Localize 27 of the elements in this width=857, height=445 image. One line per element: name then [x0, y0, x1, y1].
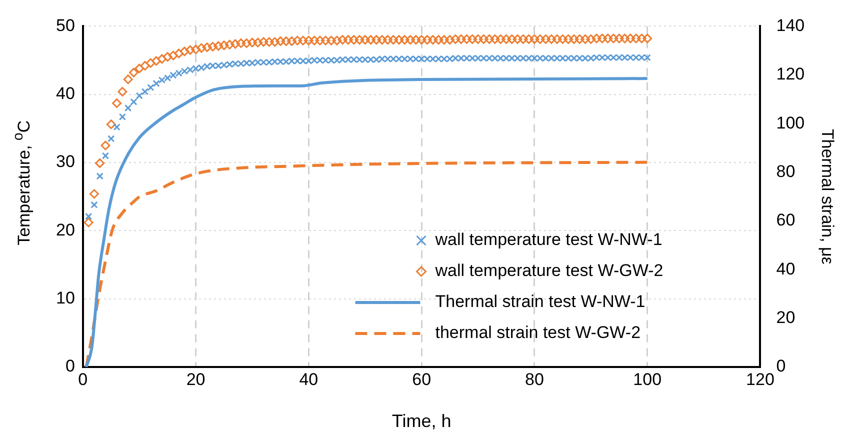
- legend-label: wall temperature test W-NW-1: [434, 230, 662, 250]
- y-tick-label: 0: [65, 356, 75, 376]
- y2-tick-label: 100: [776, 113, 805, 132]
- y-tick-label: 40: [56, 84, 75, 104]
- x-tick-label: 60: [412, 370, 432, 389]
- x-tick-label: 80: [525, 370, 544, 389]
- y2-tick-label: 40: [776, 259, 796, 278]
- y2-tick-label: 140: [776, 16, 805, 35]
- legend-label: wall temperature test W-GW-2: [434, 261, 664, 280]
- x-tick-label: 100: [633, 370, 662, 389]
- y2-tick-label: 120: [776, 64, 805, 84]
- x-tick-label: 40: [299, 370, 318, 389]
- y-tick-label: 10: [56, 288, 75, 308]
- x-tick-label: 20: [186, 370, 206, 389]
- y2-axis-title: Thermal strain, με: [818, 128, 838, 265]
- legend-label: thermal strain test W-GW-2: [435, 323, 641, 342]
- y-tick-label: 20: [56, 220, 75, 240]
- x-axis-title: Time, h: [392, 411, 452, 432]
- x-tick-label: 120: [746, 370, 774, 389]
- legend-label: Thermal strain test W-NW-1: [435, 292, 646, 312]
- y2-tick-label: 80: [776, 162, 796, 181]
- y2-tick-label: 0: [776, 356, 786, 376]
- y-tick-label: 50: [56, 16, 75, 35]
- y2-tick-label: 20: [776, 308, 796, 327]
- y-tick-label: 30: [56, 152, 75, 172]
- y2-tick-label: 60: [776, 210, 796, 230]
- x-tick-label: 0: [78, 370, 88, 389]
